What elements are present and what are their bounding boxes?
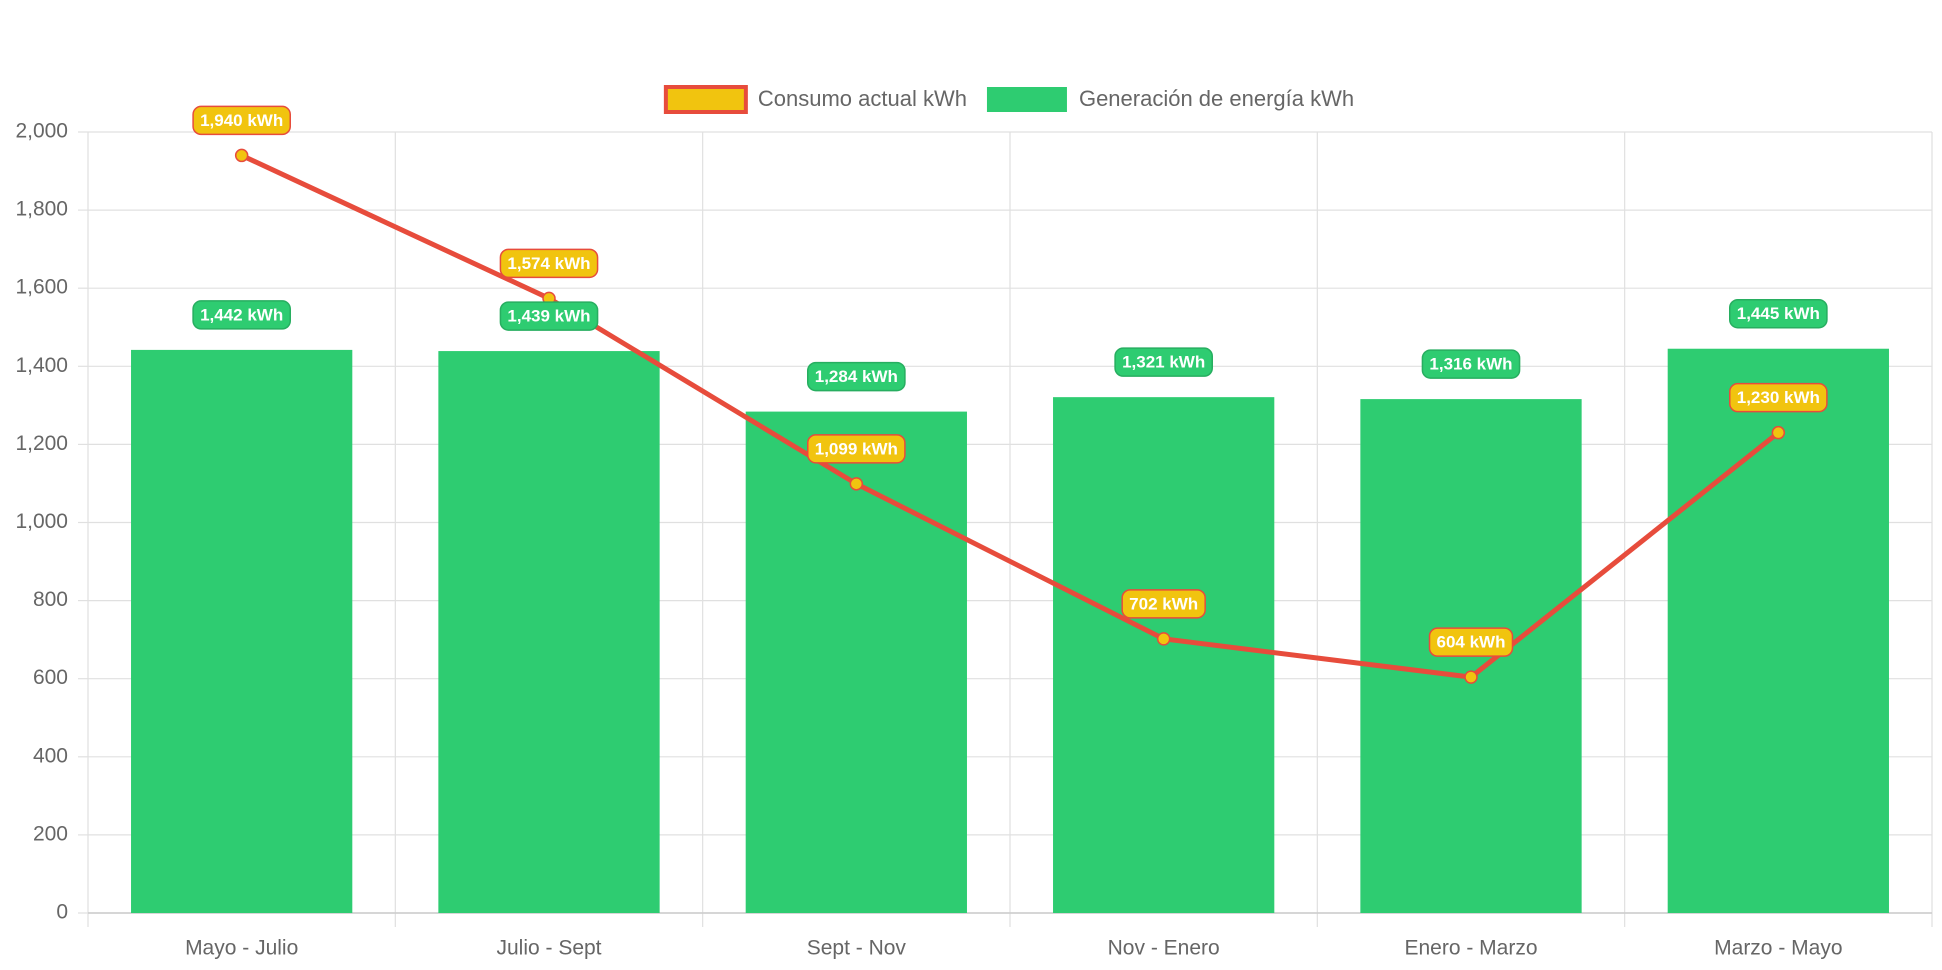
- bar: [745, 411, 967, 913]
- value-label-box: [192, 105, 291, 136]
- line: [240, 153, 1780, 680]
- bar: [1053, 397, 1275, 913]
- value-label: 1,230 kWh: [1737, 388, 1820, 407]
- y-tick-label: 1,200: [15, 432, 68, 455]
- x-tick-label: Julio - Sept: [496, 937, 601, 960]
- y-tick-label: 0: [56, 901, 68, 924]
- y-tick-label: 1,600: [15, 276, 68, 299]
- bar: [1667, 348, 1889, 913]
- y-tick-label: 400: [33, 744, 68, 767]
- legend-swatch: [986, 87, 1067, 112]
- value-label: 1,445 kWh: [1737, 304, 1820, 323]
- value-label: 1,099 kWh: [815, 439, 898, 458]
- y-tick-label: 1,400: [15, 354, 68, 377]
- x-tick-label: Enero - Marzo: [1404, 937, 1537, 960]
- value-label-box: [1729, 298, 1828, 329]
- value-label-box: [1121, 589, 1206, 619]
- value-label-box: [807, 434, 906, 464]
- value-label-box: [499, 248, 599, 279]
- value-label: 1,442 kWh: [200, 305, 283, 324]
- legend-label: Consumo actual kWh: [758, 86, 967, 111]
- y-tick-label: 600: [33, 666, 68, 689]
- value-label: 604 kWh: [1437, 633, 1506, 652]
- value-label-box: [499, 301, 599, 331]
- value-label-box: [1421, 349, 1521, 379]
- value-label: 1,439 kWh: [507, 307, 590, 326]
- line-point: [849, 477, 864, 491]
- y-tick-label: 1,800: [15, 198, 68, 221]
- value-label: 1,940 kWh: [200, 111, 283, 130]
- value-label: 1,284 kWh: [815, 367, 898, 386]
- legend-swatch: [663, 85, 748, 114]
- line-point: [234, 148, 249, 163]
- y-tick-label: 200: [33, 822, 68, 845]
- y-tick-label: 2,000: [15, 120, 68, 143]
- x-tick-label: Mayo - Julio: [185, 937, 298, 960]
- value-label-box: [1428, 627, 1514, 657]
- value-label-box: [1729, 382, 1828, 413]
- y-tick-label: 1,000: [15, 510, 68, 533]
- value-label-box: [807, 361, 906, 392]
- value-label: 1,574 kWh: [507, 254, 590, 273]
- line-point: [1464, 670, 1478, 684]
- value-label-box: [1114, 347, 1213, 377]
- line-point: [1156, 632, 1171, 646]
- value-label: 1,316 kWh: [1429, 355, 1512, 374]
- bar: [131, 349, 353, 913]
- bar: [438, 351, 660, 913]
- x-tick-label: Nov - Enero: [1108, 937, 1220, 960]
- value-label: 702 kWh: [1129, 594, 1198, 613]
- x-tick-label: Sept - Nov: [807, 937, 907, 960]
- value-label-box: [192, 300, 291, 330]
- x-tick-label: Marzo - Mayo: [1714, 937, 1842, 960]
- line-point: [1771, 425, 1786, 440]
- y-tick-label: 800: [33, 588, 68, 611]
- legend-label: Generación de energía kWh: [1079, 86, 1354, 111]
- value-label: 1,321 kWh: [1122, 353, 1205, 372]
